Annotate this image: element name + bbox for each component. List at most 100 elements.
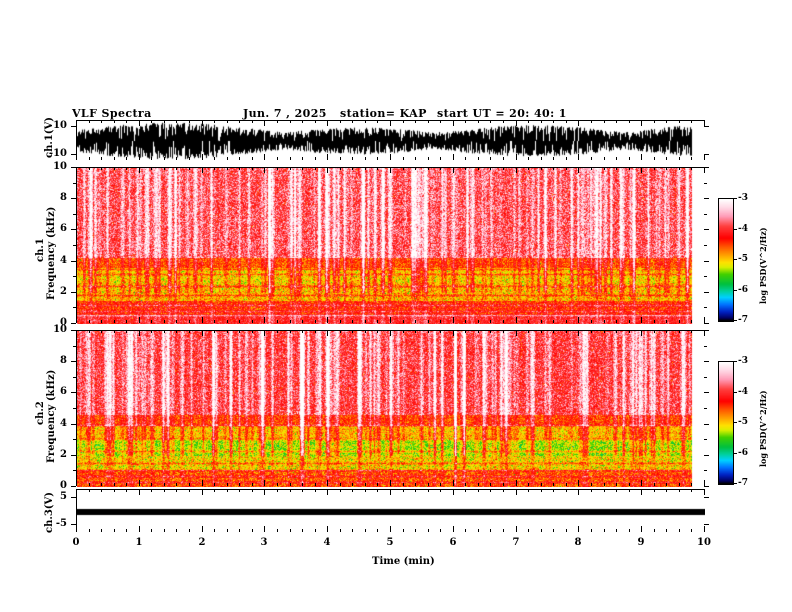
xtick-top-ch3v-30 [453, 489, 454, 495]
xtick-top-ch1v-20 [327, 120, 328, 126]
ytick-ch1spec-2 [71, 261, 76, 262]
xtick-top-ch2spec-33 [490, 330, 491, 333]
xtick-ch1spec-36 [528, 320, 529, 323]
xtick-top-ch1spec-41 [591, 167, 592, 170]
xtick-ch2spec-0 [76, 480, 77, 486]
xtick-ch2spec-3 [114, 483, 115, 486]
xtick-ch3v-1 [89, 529, 90, 532]
xtick-ch2spec-21 [340, 483, 341, 486]
ytick-ch1v-1 [71, 154, 76, 155]
xtick-top-ch3v-50 [704, 489, 705, 495]
xtick-top-ch2spec-8 [176, 330, 177, 333]
xtick-top-ch2spec-49 [691, 330, 692, 333]
xtick-ch1spec-42 [604, 320, 605, 323]
xtick-top-ch3v-33 [490, 489, 491, 492]
xtick-ch2spec-15 [264, 480, 265, 486]
xtick-top-ch2spec-5 [139, 330, 140, 336]
xtick-top-ch2spec-32 [478, 330, 479, 333]
xtick-top-ch1spec-20 [327, 167, 328, 173]
ytick-ch1spec-1 [71, 292, 76, 293]
xtick-ch1spec-25 [390, 317, 391, 323]
xtick-ch3v-7 [164, 529, 165, 532]
xtick-ch2spec-33 [490, 483, 491, 486]
xtick-ch2spec-43 [616, 483, 617, 486]
ch2-spectrogram-image [77, 331, 705, 487]
xtick-ch1v-13 [239, 157, 240, 160]
ylabel-ch2spec-0: 0 [60, 480, 67, 491]
xtick-top-ch1spec-13 [239, 167, 240, 170]
xtick-top-ch1v-21 [340, 120, 341, 123]
xtick-ch1v-8 [176, 157, 177, 160]
xtick-ch3v-47 [666, 529, 667, 532]
xtick-top-ch2spec-40 [578, 330, 579, 336]
xtick-top-ch1v-36 [528, 120, 529, 123]
xtick-top-ch1v-12 [227, 120, 228, 123]
xtick-top-ch1spec-17 [290, 167, 291, 170]
ytick-right-ch1v-1 [704, 154, 709, 155]
xtick-ch2spec-31 [465, 483, 466, 486]
ylabel-ch1spec-4: 8 [60, 192, 67, 203]
xtick-top-ch2spec-4 [126, 330, 127, 333]
ytick-ch1spec-0 [71, 323, 76, 324]
xtick-top-ch2spec-19 [315, 330, 316, 333]
xtick-top-ch1v-5 [139, 120, 140, 126]
xtick-ch1spec-16 [277, 320, 278, 323]
ylabel-ch1spec-5: 10 [53, 161, 67, 172]
xlabel-5: 5 [386, 537, 394, 548]
panel-ch2-spectrogram [76, 330, 705, 487]
xtick-ch1v-2 [101, 157, 102, 160]
ch1-voltage-trace [77, 121, 705, 161]
xtick-top-ch2spec-50 [704, 330, 705, 336]
xtick-top-ch2spec-41 [591, 330, 592, 333]
xtick-top-ch1v-18 [302, 120, 303, 123]
xlabel-7: 7 [512, 537, 520, 548]
xtick-ch3v-2 [101, 529, 102, 532]
ytick-minor-ch2spec-3 [73, 439, 76, 440]
xtick-ch1spec-31 [465, 320, 466, 323]
axis-label-ch1-channel: ch.1 [35, 238, 46, 262]
ytick-right-ch1spec-0 [704, 323, 709, 324]
xtick-top-ch2spec-13 [239, 330, 240, 333]
xtick-ch3v-25 [390, 526, 391, 532]
xtick-ch2spec-46 [654, 483, 655, 486]
xtick-top-ch1spec-32 [478, 167, 479, 170]
xtick-top-ch3v-49 [691, 489, 692, 492]
ylabel-ch2spec-3: 6 [60, 386, 67, 397]
colorbar-tick-ch2-3 [733, 453, 737, 454]
ytick-right-ch2spec-3 [704, 392, 709, 393]
xtick-ch3v-41 [591, 529, 592, 532]
xtick-ch3v-46 [654, 529, 655, 532]
colorbar-title-ch2: log PSD(V^2/Hz) [758, 390, 768, 467]
xtick-ch2spec-1 [89, 483, 90, 486]
ytick-right-ch1spec-3 [704, 229, 709, 230]
colorbar-tick-ch1-4 [733, 320, 737, 321]
xtick-ch3v-43 [616, 529, 617, 532]
ytick-minor-ch1spec-5 [73, 245, 76, 246]
xtick-ch3v-30 [453, 526, 454, 532]
xtick-ch1v-32 [478, 157, 479, 160]
xtick-ch3v-48 [679, 529, 680, 532]
colorbar-label-ch1-2: -5 [738, 254, 748, 264]
xtick-ch1v-19 [315, 157, 316, 160]
xtick-top-ch1v-48 [679, 120, 680, 123]
xtick-top-ch3v-8 [176, 489, 177, 492]
xtick-top-ch1spec-23 [365, 167, 366, 170]
xtick-top-ch3v-34 [503, 489, 504, 492]
xtick-ch1v-16 [277, 157, 278, 160]
xtick-top-ch2spec-10 [202, 330, 203, 336]
xtick-top-ch2spec-28 [428, 330, 429, 333]
xtick-ch1v-7 [164, 157, 165, 160]
xtick-top-ch1v-35 [516, 120, 517, 126]
xtick-ch2spec-17 [290, 483, 291, 486]
xtick-ch1spec-41 [591, 320, 592, 323]
xtick-ch1spec-2 [101, 320, 102, 323]
xtick-ch1spec-15 [264, 317, 265, 323]
xtick-top-ch1v-42 [604, 120, 605, 123]
xtick-top-ch2spec-30 [453, 330, 454, 336]
xtick-top-ch1spec-18 [302, 167, 303, 170]
xtick-top-ch3v-9 [189, 489, 190, 492]
xtick-ch1spec-18 [302, 320, 303, 323]
xtick-ch1spec-1 [89, 320, 90, 323]
xtick-top-ch2spec-17 [290, 330, 291, 333]
